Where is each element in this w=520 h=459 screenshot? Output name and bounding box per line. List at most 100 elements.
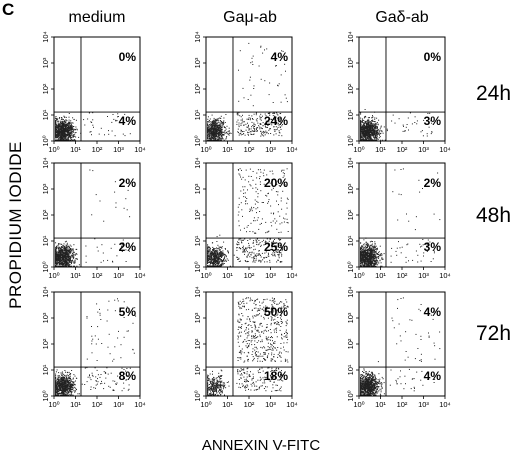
y-tick-label: 10⁰ — [346, 390, 355, 401]
x-tick-label: 10³ — [113, 400, 124, 409]
x-tick-label: 10⁰ — [48, 271, 59, 280]
x-tick-label: 10² — [244, 271, 255, 280]
x-tick-label: 10¹ — [70, 145, 81, 154]
lower-right-percent: 3% — [424, 114, 442, 128]
column-title-gamu: Gaμ-ab — [223, 9, 277, 26]
x-tick-label: 10³ — [113, 271, 124, 280]
x-tick-label: 10⁰ — [48, 145, 59, 154]
y-tick-label: 10¹ — [346, 235, 355, 246]
y-tick-label: 10⁰ — [193, 261, 202, 272]
event-dots — [207, 297, 289, 396]
x-tick-label: 10² — [92, 400, 103, 409]
y-tick-label: 10³ — [346, 57, 355, 68]
y-tick-label: 10¹ — [193, 364, 202, 375]
y-tick-label: 10⁰ — [41, 261, 50, 272]
y-tick-label: 10⁴ — [41, 286, 50, 298]
x-axis-label: ANNEXIN V-FITC — [202, 437, 321, 454]
upper-right-percent: 20% — [264, 176, 288, 190]
y-tick-label: 10¹ — [41, 235, 50, 246]
x-tick-label: 10¹ — [222, 271, 233, 280]
upper-right-percent: 4% — [271, 50, 289, 64]
y-tick-label: 10⁰ — [346, 261, 355, 272]
y-tick-label: 10⁰ — [346, 135, 355, 146]
upper-right-percent: 0% — [424, 50, 442, 64]
lower-right-percent: 3% — [424, 240, 442, 254]
x-tick-label: 10⁰ — [200, 145, 211, 154]
y-axis-label: PROPIDIUM IODIDE — [6, 141, 25, 309]
y-tick-label: 10⁰ — [41, 390, 50, 401]
event-dots — [360, 109, 433, 141]
x-tick-label: 10³ — [418, 400, 429, 409]
y-tick-label: 10² — [193, 338, 202, 349]
x-tick-label: 10³ — [265, 271, 276, 280]
x-tick-label: 10¹ — [70, 400, 81, 409]
y-tick-label: 10² — [41, 338, 50, 349]
x-tick-label: 10⁴ — [134, 145, 146, 154]
y-tick-label: 10² — [346, 209, 355, 220]
y-tick-label: 10³ — [193, 57, 202, 68]
y-tick-label: 10³ — [41, 57, 50, 68]
y-tick-label: 10⁰ — [193, 135, 202, 146]
x-tick-label: 10³ — [418, 271, 429, 280]
y-tick-label: 10⁰ — [41, 135, 50, 146]
lower-right-percent: 18% — [264, 369, 288, 383]
y-tick-label: 10⁴ — [193, 31, 202, 43]
row-label-24h: 24h — [476, 82, 511, 105]
y-tick-label: 10⁰ — [193, 390, 202, 401]
x-tick-label: 10² — [244, 400, 255, 409]
y-tick-label: 10² — [193, 83, 202, 94]
event-dots — [55, 169, 131, 267]
upper-right-percent: 50% — [264, 305, 288, 319]
y-tick-label: 10¹ — [346, 364, 355, 375]
x-tick-label: 10³ — [113, 145, 124, 154]
lower-right-percent: 2% — [119, 240, 137, 254]
upper-right-percent: 2% — [424, 176, 442, 190]
x-tick-label: 10² — [397, 145, 408, 154]
x-tick-label: 10² — [397, 271, 408, 280]
y-tick-label: 10³ — [41, 183, 50, 194]
x-tick-label: 10¹ — [70, 271, 81, 280]
panel-letter: C — [2, 0, 14, 19]
x-tick-label: 10⁴ — [286, 145, 298, 154]
y-tick-label: 10³ — [41, 312, 50, 323]
x-tick-label: 10³ — [418, 145, 429, 154]
row-label-72h: 72h — [476, 322, 511, 345]
y-tick-label: 10⁴ — [193, 286, 202, 298]
x-tick-label: 10¹ — [375, 145, 386, 154]
lower-right-percent: 4% — [119, 114, 137, 128]
y-tick-label: 10¹ — [346, 109, 355, 120]
x-tick-label: 10⁰ — [200, 271, 211, 280]
x-tick-label: 10² — [397, 400, 408, 409]
x-tick-label: 10¹ — [222, 400, 233, 409]
x-tick-label: 10² — [92, 145, 103, 154]
x-tick-label: 10² — [92, 271, 103, 280]
y-tick-label: 10¹ — [193, 109, 202, 120]
y-tick-label: 10² — [346, 338, 355, 349]
x-tick-label: 10⁴ — [286, 400, 298, 409]
lower-right-percent: 25% — [264, 240, 288, 254]
event-dots — [360, 168, 441, 267]
y-tick-label: 10⁴ — [346, 157, 355, 169]
x-tick-label: 10⁴ — [439, 145, 451, 154]
event-dots — [207, 42, 288, 141]
x-tick-label: 10³ — [265, 400, 276, 409]
y-tick-label: 10⁴ — [193, 157, 202, 169]
y-tick-label: 10⁴ — [41, 31, 50, 43]
y-tick-label: 10⁴ — [346, 31, 355, 43]
x-tick-label: 10⁰ — [48, 400, 59, 409]
upper-right-percent: 5% — [119, 305, 137, 319]
y-tick-label: 10² — [346, 83, 355, 94]
y-tick-label: 10² — [41, 209, 50, 220]
x-tick-label: 10³ — [265, 145, 276, 154]
x-tick-label: 10⁰ — [353, 400, 364, 409]
x-tick-label: 10¹ — [375, 400, 386, 409]
y-tick-label: 10² — [41, 83, 50, 94]
